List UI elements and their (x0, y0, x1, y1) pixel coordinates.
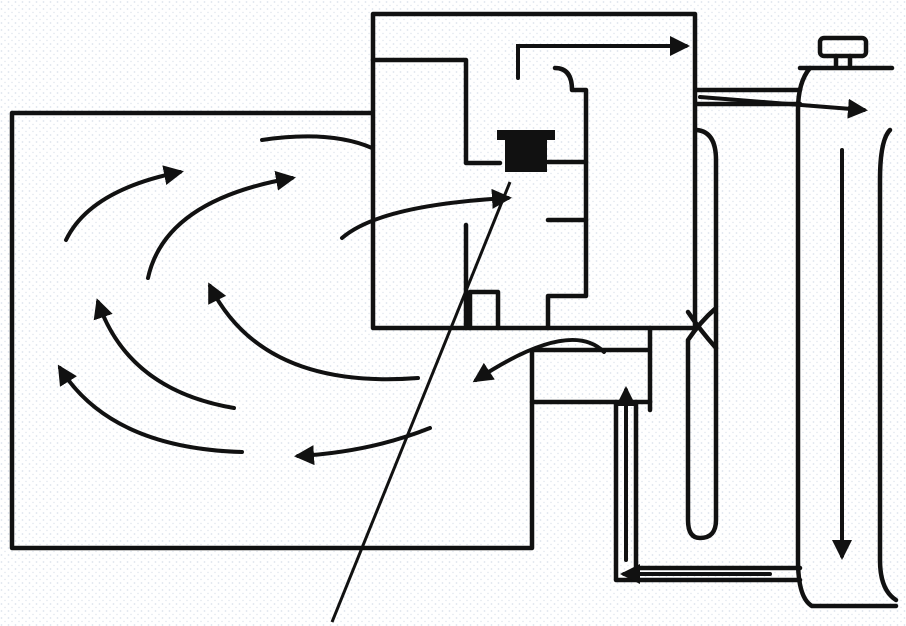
waveguide (529, 325, 653, 405)
flow-arrow-to-magnetron (340, 188, 512, 240)
flow-arrow-conduit-out (698, 95, 868, 119)
power-supply-tube (795, 35, 899, 609)
magnetron-housing (370, 11, 698, 331)
housing-left-wall (370, 57, 503, 166)
flow-arrow-left-outer (57, 364, 244, 454)
antenna-probe (330, 181, 512, 623)
flow-arrow-outer-top (64, 165, 184, 242)
cavity-airflow (57, 134, 606, 466)
flow-arrow-left-mid (93, 298, 236, 410)
housing-right-wall (545, 65, 589, 331)
flow-arrow-bottom (294, 426, 432, 466)
oven-cavity (9, 110, 653, 551)
flow-arrow-inner-top (146, 170, 296, 280)
flow-arrow-waveguide-out (472, 338, 606, 383)
flow-arrow-housing-exit (516, 36, 690, 80)
magnetron (497, 130, 555, 172)
housing-base-block (467, 289, 501, 331)
flow-arrow-top-return (260, 134, 374, 150)
flow-arrow-left-inner (208, 282, 420, 382)
